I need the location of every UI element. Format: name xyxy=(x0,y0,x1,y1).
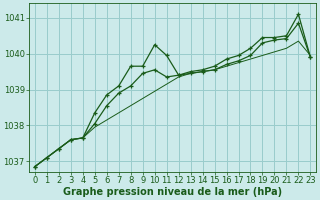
X-axis label: Graphe pression niveau de la mer (hPa): Graphe pression niveau de la mer (hPa) xyxy=(63,187,282,197)
